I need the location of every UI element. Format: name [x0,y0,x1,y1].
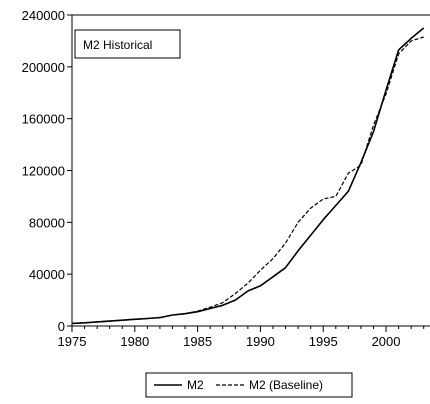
series-line-m2 [71,27,425,325]
annotation-frame [74,29,181,59]
annotation-box: M2 Historical [74,29,181,59]
series-line-m2-baseline [71,36,424,324]
y-tick-label: 200000 [22,60,65,75]
x-tick-label: 1985 [183,334,212,349]
legend-label-m2-baseline: M2 (Baseline) [249,378,323,392]
legend: M2 M2 (Baseline) [145,372,353,398]
x-axis: 1975 1980 1985 1990 1995 2000 [58,326,425,349]
y-axis: 0 40000 80000 120000 160000 200000 240000 [22,8,72,334]
series-layer [71,27,425,325]
y-tick-label: 240000 [22,8,65,23]
y-tick-label: 0 [58,319,65,334]
x-tick-label: 1995 [309,334,338,349]
y-tick-label: 120000 [22,164,65,179]
y-tick-label: 80000 [29,215,65,230]
x-tick-label: 2000 [372,334,401,349]
x-tick-label: 1980 [120,334,149,349]
x-tick-label: 1990 [246,334,275,349]
annotation-label: M2 Historical [83,38,152,52]
x-tick-label: 1975 [58,334,87,349]
legend-label-m2: M2 [187,378,204,392]
y-tick-label: 160000 [22,112,65,127]
y-tick-label: 40000 [29,267,65,282]
